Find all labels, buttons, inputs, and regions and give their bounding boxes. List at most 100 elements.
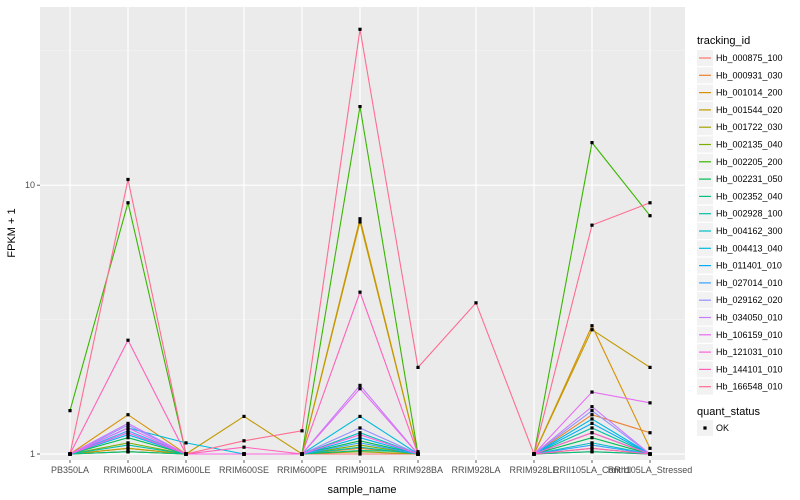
data-point — [358, 217, 362, 221]
data-point — [358, 436, 362, 440]
data-point — [416, 365, 420, 369]
data-point — [126, 201, 130, 205]
data-point — [126, 433, 130, 437]
x-tick-label: RRIM600SE — [219, 465, 269, 475]
data-point — [590, 436, 594, 440]
data-point — [126, 429, 130, 433]
data-point — [648, 401, 652, 405]
grid-major — [40, 7, 685, 460]
data-point — [126, 450, 130, 454]
data-point — [242, 414, 246, 419]
data-point — [590, 223, 594, 227]
data-point — [358, 27, 362, 31]
data-point — [358, 220, 362, 224]
data-point — [648, 214, 652, 218]
y-axis-title: FPKM + 1 — [6, 208, 18, 257]
data-point — [126, 426, 130, 430]
legend-shape-label: OK — [716, 423, 729, 433]
legend-label: Hb_011401_010 — [716, 261, 782, 271]
data-point — [590, 443, 594, 447]
grid-minor — [40, 50, 685, 320]
data-point — [590, 405, 594, 409]
legend-label: Hb_004413_040 — [716, 243, 783, 253]
legend-label: Hb_002205_200 — [716, 157, 783, 167]
data-point — [358, 441, 362, 445]
data-point — [532, 452, 536, 456]
data-point — [358, 452, 362, 456]
data-point — [590, 421, 594, 425]
legend-label: Hb_002928_100 — [716, 209, 783, 219]
data-point — [358, 387, 362, 391]
legend-label: Hb_106159_010 — [716, 330, 783, 340]
data-point — [648, 446, 652, 450]
data-point — [68, 409, 72, 413]
x-tick-label: RRIM600LE — [161, 465, 210, 475]
data-point — [126, 431, 130, 435]
data-point — [590, 141, 594, 145]
legend-label: Hb_004162_300 — [716, 226, 783, 236]
data-point — [126, 423, 130, 427]
data-point — [648, 431, 652, 435]
data-point — [126, 338, 130, 342]
data-point — [126, 436, 130, 440]
data-point — [358, 445, 362, 449]
x-tick-label: RRII105LA_Control — [553, 465, 631, 475]
legend-label: Hb_166548_010 — [716, 382, 783, 392]
legend-label: Hb_000875_100 — [716, 53, 783, 63]
data-point — [590, 409, 594, 413]
legend-label: Hb_002135_040 — [716, 140, 783, 150]
legend-label: Hb_034050_010 — [716, 313, 783, 323]
data-point — [648, 452, 652, 456]
x-tick-label: RRIM600LA — [103, 465, 152, 475]
y-axis: 1 10 — [25, 180, 40, 459]
data-point — [358, 431, 362, 435]
data-point — [358, 433, 362, 437]
legend-label: Hb_001544_020 — [716, 105, 783, 115]
data-point — [590, 324, 594, 328]
x-tick-label: PB350LA — [51, 465, 89, 475]
data-point — [126, 177, 130, 182]
data-point — [242, 445, 246, 449]
data-point — [590, 417, 594, 421]
data-point — [184, 441, 188, 445]
data-point — [358, 443, 362, 447]
legend-label: Hb_121031_010 — [716, 347, 783, 357]
x-tick-label: RRIM928LA — [451, 465, 500, 475]
data-point — [590, 426, 594, 430]
legend-shape-items: OK — [697, 420, 729, 436]
legend-label: Hb_002352_040 — [716, 191, 783, 201]
data-point — [126, 441, 130, 445]
legend-color-items: Hb_000875_100 Hb_000931_030 Hb_001014_200 H… — [697, 50, 783, 395]
x-tick-label: RRIM928LE — [509, 465, 558, 475]
legend-shape-title: quant_status — [697, 406, 760, 418]
legend-label: Hb_002231_050 — [716, 174, 783, 184]
data-point — [126, 413, 130, 417]
legend-label: Hb_001722_030 — [716, 122, 783, 132]
data-point — [416, 450, 420, 454]
data-point — [242, 452, 246, 456]
data-point — [358, 290, 362, 294]
y-tick-label: 10 — [25, 180, 35, 190]
data-point — [590, 450, 594, 454]
legend-label: Hb_001014_200 — [716, 88, 783, 98]
data-point — [358, 414, 362, 419]
data-point — [358, 383, 362, 387]
series-points — [68, 27, 652, 456]
data-point — [126, 421, 130, 425]
legend-shape-key — [703, 426, 707, 430]
data-point — [184, 452, 188, 456]
data-point — [126, 443, 130, 447]
data-point — [648, 201, 652, 205]
data-point — [242, 439, 246, 443]
data-point — [590, 328, 594, 332]
legend-label: Hb_029162_020 — [716, 295, 783, 305]
legend: tracking_id Hb_000875_100Hb_000931_030Hb… — [697, 35, 783, 436]
x-axis: PB350LA RRIM600LA RRIM600LE RRIM600SE RRIM60… — [51, 460, 692, 475]
legend-label: Hb_144101_010 — [716, 364, 783, 374]
data-point — [126, 446, 130, 450]
data-point — [474, 301, 478, 305]
data-point — [590, 441, 594, 445]
data-point — [648, 365, 652, 369]
data-point — [416, 452, 420, 456]
